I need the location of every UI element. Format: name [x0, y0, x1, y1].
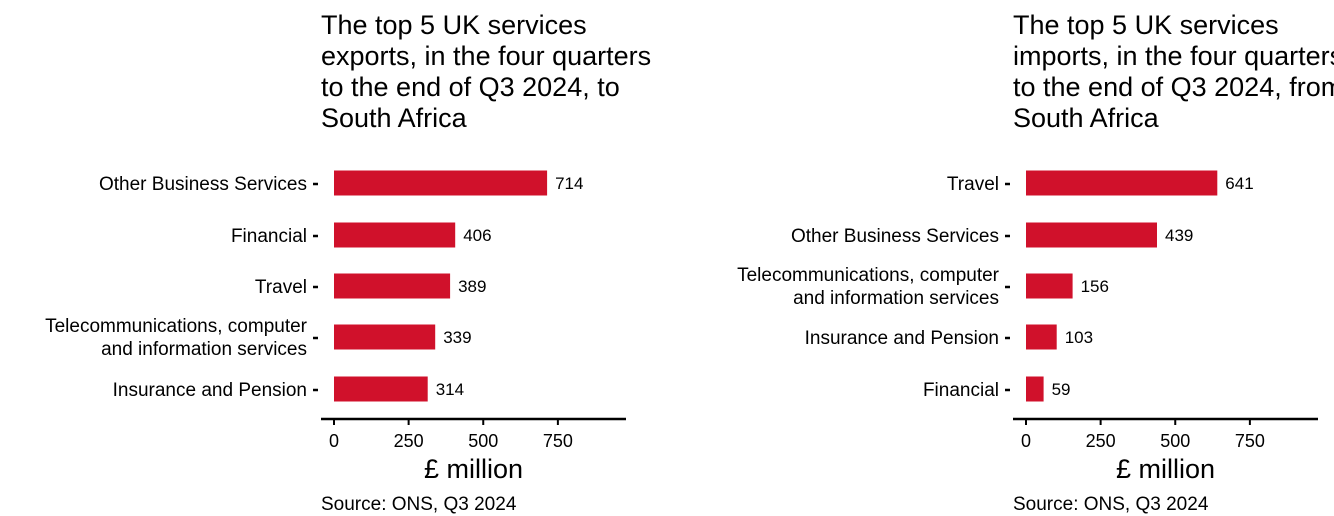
data-label: 389: [458, 277, 486, 296]
x-tick-label: 0: [1021, 431, 1031, 451]
category-label: Travel: [947, 174, 999, 195]
category-label: Financial: [231, 226, 307, 247]
bar: [1026, 273, 1073, 299]
category-label: Insurance and Pension: [805, 328, 999, 349]
x-tick-label: 0: [329, 431, 339, 451]
x-tick-label: 250: [394, 431, 424, 451]
exports-bar-chart: Other Business Services 714 Financial 406 Tr…: [45, 170, 626, 484]
bar: [334, 273, 451, 299]
x-tick-label: 250: [1086, 431, 1116, 451]
bar: [334, 324, 436, 350]
bar: [1026, 222, 1157, 248]
x-axis-title: £ million: [1116, 454, 1215, 484]
imports-chart-panel: The top 5 UK services imports, in the fo…: [667, 0, 1334, 516]
category-label: Other Business Services: [99, 174, 307, 195]
category-label: Travel: [255, 277, 307, 298]
data-label: 406: [463, 226, 491, 245]
data-label: 314: [436, 380, 464, 399]
bar: [1026, 170, 1218, 196]
data-label: 156: [1081, 277, 1109, 296]
category-label: Financial: [923, 380, 999, 401]
source-note: Source: ONS, Q3 2024: [321, 494, 517, 515]
x-tick-label: 500: [1160, 431, 1190, 451]
category-label: Telecommunications, computer and informat…: [737, 265, 1000, 309]
chart-title: The top 5 UK services exports, in the fo…: [321, 10, 652, 133]
source-note: Source: ONS, Q3 2024: [1013, 494, 1209, 515]
bar: [334, 170, 548, 196]
exports-chart-panel: The top 5 UK services exports, in the fo…: [45, 10, 652, 515]
imports-bar-chart: Travel 641 Other Business Services 439 Telec…: [737, 170, 1318, 484]
bar: [1026, 376, 1044, 402]
data-label: 59: [1052, 380, 1071, 399]
x-tick-label: 750: [543, 431, 573, 451]
data-label: 339: [443, 328, 471, 347]
bar: [1026, 324, 1057, 350]
data-label: 714: [555, 174, 583, 193]
x-tick-label: 750: [1235, 431, 1265, 451]
category-label: Insurance and Pension: [113, 380, 307, 401]
x-tick-label: 500: [468, 431, 498, 451]
data-label: 439: [1165, 226, 1193, 245]
category-label: Other Business Services: [791, 226, 999, 247]
bar: [334, 222, 456, 248]
bar: [334, 376, 428, 402]
data-label: 641: [1225, 174, 1253, 193]
x-axis-title: £ million: [424, 454, 523, 484]
category-label: Telecommunications, computer and informat…: [45, 316, 308, 360]
chart-title: The top 5 UK services imports, in the fo…: [1013, 10, 1334, 133]
data-label: 103: [1065, 328, 1093, 347]
